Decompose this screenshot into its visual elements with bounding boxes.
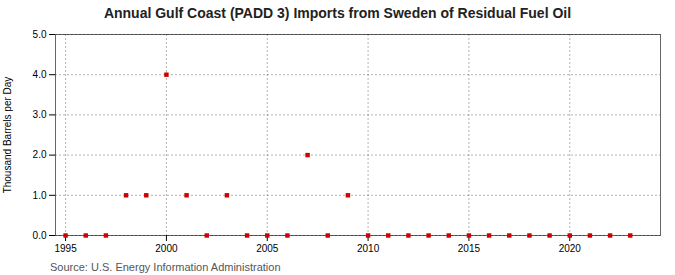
svg-text:2015: 2015 <box>458 243 481 254</box>
svg-text:1.0: 1.0 <box>33 190 47 201</box>
svg-text:2000: 2000 <box>155 243 178 254</box>
html-text:Annual Gulf Coast (PADD 3) Imp: Annual Gulf Coast (PADD 3) Imports from … <box>103 5 572 21</box>
svg-text:2020: 2020 <box>559 243 582 254</box>
svg-text:2005: 2005 <box>256 243 279 254</box>
html-text:Source: U.S. Energy Informatio: Source: U.S. Energy Information Administ… <box>50 261 281 273</box>
svg-text:0.0: 0.0 <box>33 230 47 241</box>
svg-text:1995: 1995 <box>54 243 77 254</box>
svg-text:5.0: 5.0 <box>33 29 47 40</box>
svg-text:2.0: 2.0 <box>33 149 47 160</box>
svg-text:2010: 2010 <box>357 243 380 254</box>
svg-text:3.0: 3.0 <box>33 109 47 120</box>
svg-text:4.0: 4.0 <box>33 69 47 80</box>
svg-text:Thousand Barrels per Day: Thousand Barrels per Day <box>2 77 13 194</box>
